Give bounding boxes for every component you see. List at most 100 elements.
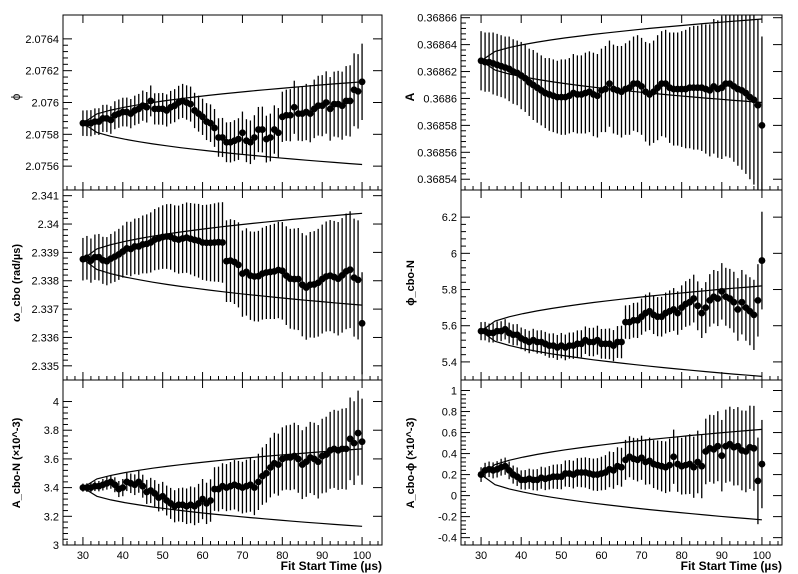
data-point xyxy=(322,99,330,106)
data-point xyxy=(306,110,314,118)
data-point xyxy=(594,92,601,100)
data-point xyxy=(294,455,302,463)
band-lower-line xyxy=(82,487,363,527)
band-upper-line xyxy=(480,18,762,62)
x-tick-label: 80 xyxy=(676,550,688,562)
y-tick-label: 3.6 xyxy=(44,454,59,466)
data-point xyxy=(734,306,742,313)
ylabel-phi: ϕ xyxy=(9,93,23,100)
band-upper-line xyxy=(480,285,762,332)
y-tick-label: 0.8 xyxy=(442,407,457,419)
band-lower-line xyxy=(82,258,363,306)
data-point xyxy=(718,452,726,460)
panels: 2.07562.07582.0762.07622.07640.368540.36… xyxy=(25,13,783,562)
x-tick-label: 70 xyxy=(635,550,647,562)
panel-phi_cbo_N: 5.4 5.6 5.8 6 6.2 xyxy=(442,189,783,381)
band-upper-line xyxy=(82,448,363,489)
data-point xyxy=(602,85,609,93)
data-point xyxy=(254,478,262,486)
data-point xyxy=(714,295,722,302)
panel-A_cbo_phi: -0.4 -0.2 0 0.2 0.4 0.6 0.8 1 30 40 50 60 70 80 90 100 xyxy=(438,379,783,562)
data-point xyxy=(758,257,766,264)
y-tick-label: 0.36866 xyxy=(417,13,457,25)
data-point xyxy=(618,463,625,471)
data-point xyxy=(606,80,613,88)
y-tick-label: 3.8 xyxy=(44,425,59,437)
data-point xyxy=(211,124,218,132)
data-point xyxy=(354,276,362,284)
panel-phi: 2.0756 2.0758 2.076 2.0762 2.0764 xyxy=(25,14,383,191)
data-point xyxy=(342,445,350,453)
data-point xyxy=(354,429,362,437)
y-tick-label: 2.0756 xyxy=(25,161,59,173)
y-tick-label: 0 xyxy=(451,491,457,503)
y-tick-label: 3.4 xyxy=(44,483,59,495)
data-point xyxy=(505,466,513,474)
data-point xyxy=(734,442,742,450)
data-point xyxy=(698,309,706,317)
y-tick-label: 4 xyxy=(53,397,59,409)
data-point xyxy=(501,462,509,470)
data-point xyxy=(690,295,698,302)
y-tick-label: 3.2 xyxy=(44,511,59,523)
xlabel-right: Fit Start Time (µs) xyxy=(681,559,782,573)
data-point xyxy=(698,462,706,470)
data-point xyxy=(251,484,258,492)
data-point xyxy=(235,261,242,269)
data-point xyxy=(618,338,625,346)
data-point xyxy=(239,129,246,137)
data-point xyxy=(258,126,266,133)
data-point xyxy=(159,492,167,500)
data-point xyxy=(477,471,485,478)
data-point xyxy=(195,499,202,507)
data-point xyxy=(151,489,159,497)
y-tick-label: 5.8 xyxy=(442,285,457,297)
data-point xyxy=(754,296,762,304)
data-point xyxy=(338,102,346,110)
data-point xyxy=(135,478,143,486)
data-point xyxy=(286,111,294,119)
y-tick-label: 2.339 xyxy=(31,247,59,259)
data-point xyxy=(346,266,354,274)
data-point xyxy=(322,451,330,459)
data-point xyxy=(354,87,362,95)
y-tick-label: 0.3686 xyxy=(423,93,457,105)
data-point xyxy=(350,439,358,447)
data-point xyxy=(638,82,645,90)
x-tick-label: 50 xyxy=(157,550,169,562)
data-point xyxy=(187,100,195,108)
y-tick-label: -0.4 xyxy=(438,533,457,545)
data-point xyxy=(358,78,366,86)
data-point xyxy=(758,460,766,468)
data-point xyxy=(754,477,762,485)
y-tick-label: 2.0764 xyxy=(25,34,59,46)
data-point xyxy=(690,463,698,471)
panel-omega_cbo: 2.335 2.336 2.337 2.338 2.339 2.34 2.341 xyxy=(31,189,383,381)
data-point xyxy=(714,442,722,450)
y-tick-label: 2.341 xyxy=(31,191,59,203)
data-point xyxy=(219,239,226,246)
data-point xyxy=(235,135,242,143)
data-point xyxy=(750,96,758,104)
data-point xyxy=(750,444,758,452)
x-tick-label: 70 xyxy=(236,550,248,562)
data-point xyxy=(219,134,226,141)
x-tick-label: 30 xyxy=(475,550,487,562)
y-tick-label: 5.4 xyxy=(442,357,457,369)
x-tick-label: 30 xyxy=(77,550,89,562)
y-tick-label: 0.6 xyxy=(442,428,457,440)
data-point xyxy=(694,458,702,466)
y-tick-label: 6 xyxy=(451,248,457,260)
y-tick-label: 5.6 xyxy=(442,321,457,333)
data-point xyxy=(358,438,366,446)
data-point xyxy=(666,461,674,469)
data-point xyxy=(111,481,119,489)
data-point xyxy=(199,113,206,121)
data-point xyxy=(346,435,354,443)
x-tick-label: 100 xyxy=(353,550,371,562)
y-tick-label: 2.338 xyxy=(31,276,59,288)
x-tick-label: 60 xyxy=(196,550,208,562)
band-lower-line xyxy=(480,330,762,377)
data-point xyxy=(638,454,645,462)
